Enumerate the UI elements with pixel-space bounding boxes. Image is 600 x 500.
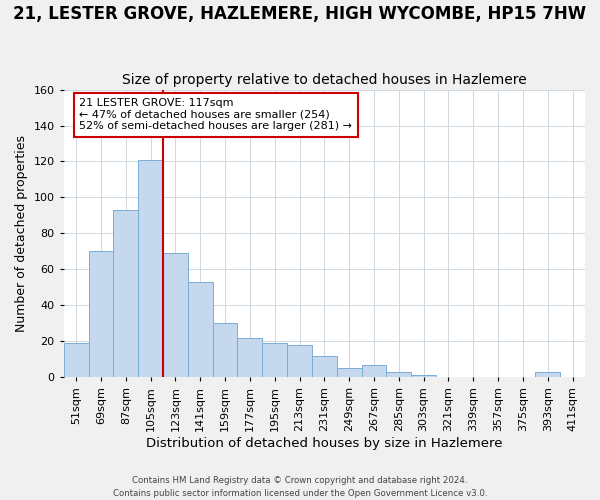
Bar [188,282,212,378]
Bar [64,343,89,378]
Bar [262,343,287,378]
Bar [238,338,262,378]
Bar [287,345,312,378]
Text: Contains HM Land Registry data © Crown copyright and database right 2024.
Contai: Contains HM Land Registry data © Crown c… [113,476,487,498]
Bar [212,324,238,378]
Text: 21 LESTER GROVE: 117sqm
← 47% of detached houses are smaller (254)
52% of semi-d: 21 LESTER GROVE: 117sqm ← 47% of detache… [79,98,352,132]
Bar [138,160,163,378]
Bar [337,368,362,378]
X-axis label: Distribution of detached houses by size in Hazlemere: Distribution of detached houses by size … [146,437,503,450]
Text: 21, LESTER GROVE, HAZLEMERE, HIGH WYCOMBE, HP15 7HW: 21, LESTER GROVE, HAZLEMERE, HIGH WYCOMB… [13,5,587,23]
Bar [411,376,436,378]
Bar [312,356,337,378]
Bar [386,372,411,378]
Bar [535,372,560,378]
Bar [163,253,188,378]
Y-axis label: Number of detached properties: Number of detached properties [15,135,28,332]
Bar [362,364,386,378]
Bar [113,210,138,378]
Title: Size of property relative to detached houses in Hazlemere: Size of property relative to detached ho… [122,73,527,87]
Bar [89,252,113,378]
